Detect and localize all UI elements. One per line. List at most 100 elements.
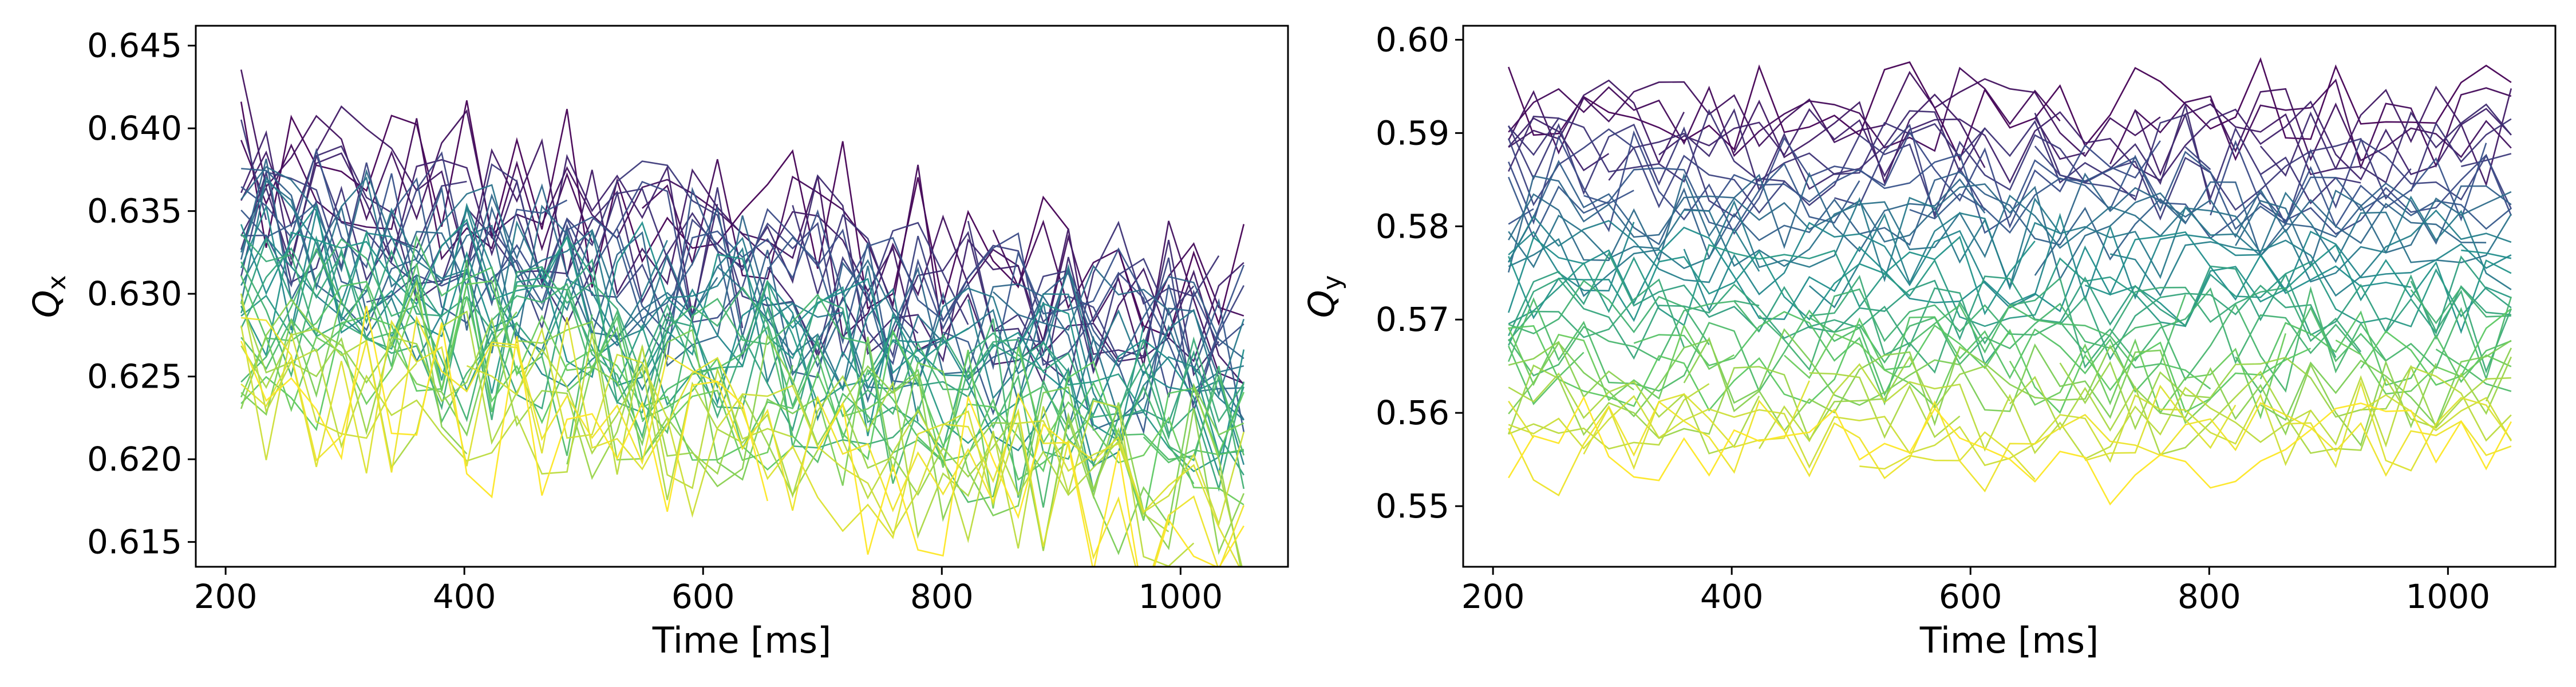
series-line xyxy=(1218,469,1243,567)
series-line xyxy=(967,220,1220,383)
series-line xyxy=(240,260,518,413)
series-line xyxy=(1508,323,1735,401)
x-axis-qy: 200 400 600 800 1000 xyxy=(1461,567,2490,616)
series-line xyxy=(240,100,1069,310)
series-line xyxy=(1507,356,2011,442)
y-tick-label: 0.645 xyxy=(87,26,182,65)
series-line xyxy=(2335,339,2512,395)
y-tick-label: 0.640 xyxy=(87,109,182,148)
series-line xyxy=(2259,139,2512,227)
series-group-qx xyxy=(240,69,1245,567)
plot-frame-qy xyxy=(1462,25,2557,568)
x-axis-qx: 200 400 600 800 1000 xyxy=(194,567,1223,616)
y-tick-label: 0.630 xyxy=(87,274,182,313)
series-line xyxy=(2235,189,2512,269)
series-line xyxy=(240,130,718,316)
series-line xyxy=(240,176,668,354)
series-line xyxy=(2184,146,2211,171)
series-line xyxy=(516,187,744,329)
series-line xyxy=(1633,311,2211,406)
series-line xyxy=(1909,151,2512,234)
series-line xyxy=(1734,300,1760,307)
series-line xyxy=(1508,372,1760,455)
chart-qy: 200 400 600 800 1000 0.55 0.56 0.57 0.58 0.59 0.6… xyxy=(1301,20,2557,661)
series-line xyxy=(240,306,769,512)
x-tick-label: 400 xyxy=(1700,577,1764,616)
x-tick-label: 1000 xyxy=(1139,577,1223,616)
series-line xyxy=(1143,436,1244,464)
plot-frame-qx xyxy=(195,25,1289,568)
series-line xyxy=(2410,286,2511,325)
series-line xyxy=(1809,372,1961,439)
series-line xyxy=(2009,333,2286,420)
series-line xyxy=(1508,160,2512,263)
series-line xyxy=(240,247,1245,492)
series-line xyxy=(1507,172,1986,273)
y-tick-label: 0.57 xyxy=(1376,300,1449,339)
series-line xyxy=(942,267,1245,435)
series-line xyxy=(1508,328,2211,425)
y-tick-label: 0.58 xyxy=(1376,207,1449,246)
series-line xyxy=(1683,337,2437,447)
series-line xyxy=(2034,172,2487,276)
series-line xyxy=(516,321,1244,555)
series-line xyxy=(1834,124,1986,219)
series-line xyxy=(1117,224,1245,338)
series-line xyxy=(2410,118,2512,192)
series-line xyxy=(2259,310,2512,386)
x-tick-label: 600 xyxy=(1939,577,2002,616)
x-tick-label: 400 xyxy=(433,577,496,616)
series-line xyxy=(1508,191,2512,269)
series-line xyxy=(240,165,718,344)
series-line xyxy=(240,105,1244,385)
series-line xyxy=(1508,341,1634,398)
series-line xyxy=(2460,153,2512,167)
series-line xyxy=(2134,85,2512,187)
series-line xyxy=(2210,140,2512,235)
series-line xyxy=(2485,348,2512,402)
series-line xyxy=(240,301,1144,551)
series-line xyxy=(2210,88,2512,162)
series-line xyxy=(616,209,1245,406)
y-axis-qy: 0.55 0.56 0.57 0.58 0.59 0.60 xyxy=(1376,20,1463,526)
y-axis-qx: 0.615 0.620 0.625 0.630 0.635 0.640 0.645 xyxy=(87,26,196,562)
series-line xyxy=(241,315,1245,567)
series-line xyxy=(2235,306,2387,394)
series-line xyxy=(1508,116,1559,172)
series-line xyxy=(1508,66,2061,157)
y-tick-label: 0.615 xyxy=(87,523,182,562)
series-line xyxy=(2109,209,2512,297)
series-line xyxy=(2360,308,2512,386)
x-axis-label-qx: Time [ms] xyxy=(652,619,832,661)
series-group-qy xyxy=(1507,57,2512,506)
series-line xyxy=(240,293,793,489)
y-axis-label-qx: Qx xyxy=(25,275,72,318)
series-line xyxy=(1507,294,2186,397)
series-line xyxy=(1508,79,1685,165)
series-line xyxy=(1508,117,1610,172)
series-line xyxy=(2360,394,2512,442)
series-line xyxy=(1508,345,1585,405)
series-line xyxy=(2059,285,2337,361)
x-tick-label: 1000 xyxy=(2406,577,2491,616)
series-line xyxy=(1508,300,1760,377)
series-line xyxy=(1758,363,2512,460)
series-line xyxy=(1508,251,2512,341)
x-tick-label: 600 xyxy=(671,577,735,616)
series-line xyxy=(1608,108,1986,192)
series-line xyxy=(1508,244,2512,327)
series-line xyxy=(240,159,1244,431)
series-line xyxy=(240,237,819,432)
series-line xyxy=(315,155,969,355)
series-line xyxy=(1809,286,2512,393)
series-line xyxy=(842,400,1195,567)
series-line xyxy=(240,229,1245,472)
series-line xyxy=(1808,212,2061,309)
y-tick-label: 0.55 xyxy=(1376,487,1449,526)
y-tick-label: 0.620 xyxy=(87,440,182,479)
series-line xyxy=(240,218,969,436)
series-line xyxy=(240,204,1245,476)
y-axis-label-qy: Qy xyxy=(1301,275,1347,318)
series-line xyxy=(1683,212,2512,313)
